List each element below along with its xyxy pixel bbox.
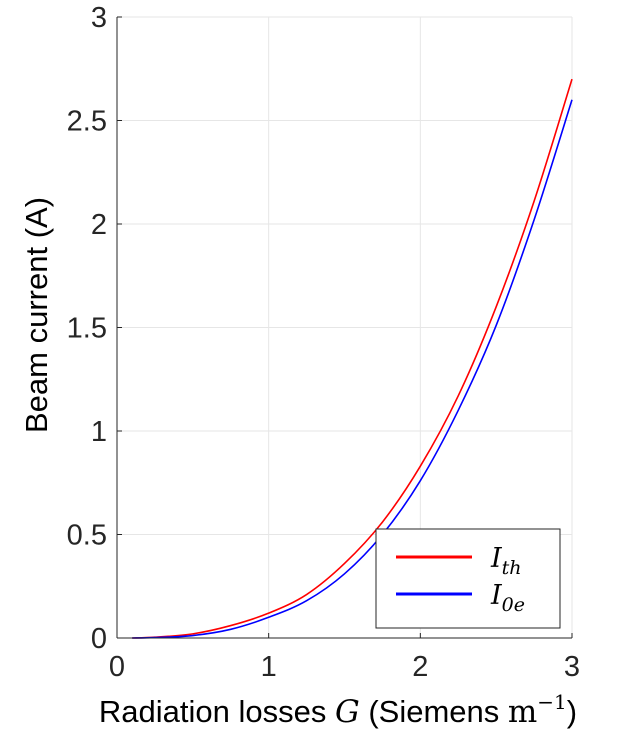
grid-lines — [116, 16, 573, 639]
x-tick-label: 1 — [261, 651, 277, 683]
legend-label-i0e: I0e — [490, 580, 525, 616]
y-tick-label: 3 — [91, 2, 107, 34]
x-tick-label: 3 — [564, 651, 580, 683]
y-tick-label: 0.5 — [67, 520, 107, 552]
series-line-0e — [132, 99, 573, 639]
y-tick-label: 1 — [91, 416, 107, 448]
series-line-th — [132, 78, 573, 639]
y-tick-label: 2.5 — [67, 106, 107, 138]
series-lines — [132, 78, 573, 639]
y-tick-label: 2 — [91, 209, 107, 241]
legend-label-ith: Ith — [490, 543, 522, 579]
legend-box — [375, 528, 561, 629]
y-tick-labels: 0 0.5 1 1.5 2 2.5 3 — [67, 2, 122, 655]
legend: Ith I0e — [375, 528, 561, 629]
x-tick-labels: 0 1 2 3 — [109, 633, 580, 683]
y-axis-title: Beam current (A) — [19, 197, 54, 433]
x-tick-label: 2 — [412, 651, 428, 683]
y-tick-label: 0 — [91, 623, 107, 655]
x-tick-label: 0 — [109, 651, 125, 683]
y-tick-label: 1.5 — [67, 313, 107, 345]
x-axis-title: Radiation losses G (Siemens m−1) — [99, 690, 577, 730]
